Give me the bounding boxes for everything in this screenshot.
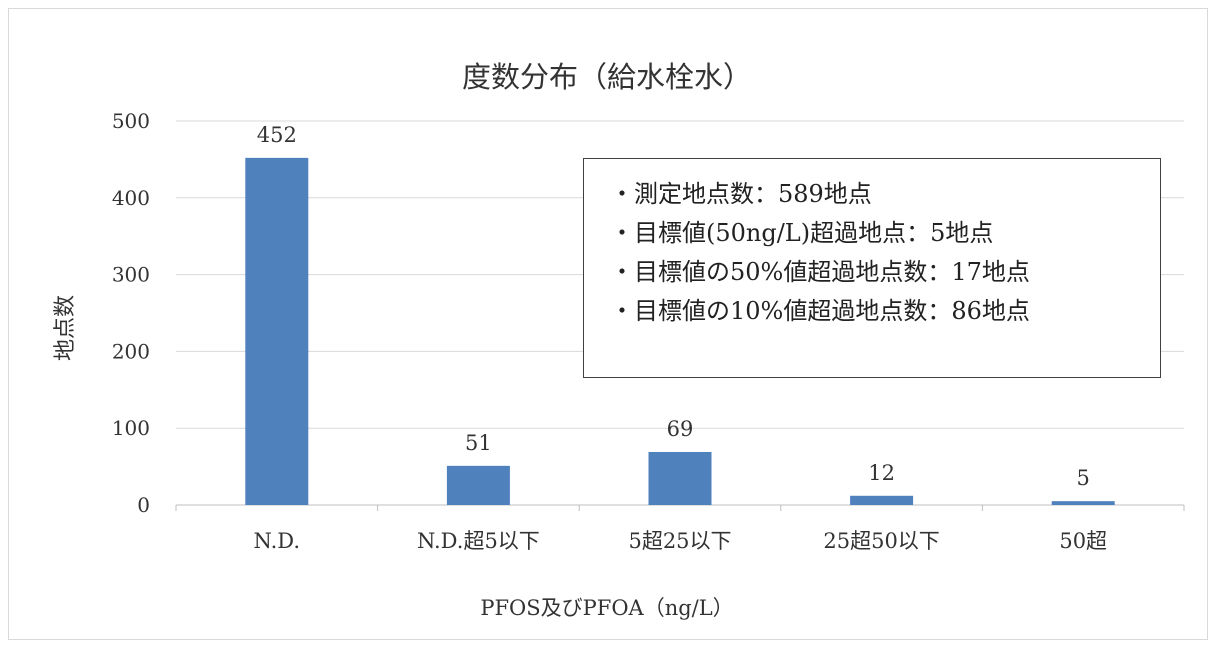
annotation-line: ・目標値の50%値超過地点数：17地点 (610, 258, 1030, 286)
y-tick-label: 500 (112, 109, 150, 133)
data-label: 12 (868, 461, 895, 485)
y-tick-label: 300 (112, 263, 150, 287)
y-axis-title: 地点数 (53, 295, 78, 362)
annotation-line: ・目標値(50ng/L)超過地点：5地点 (610, 219, 994, 247)
bar (648, 452, 712, 505)
annotation-line: ・目標値の10%値超過地点数：86地点 (610, 297, 1030, 325)
data-label: 51 (465, 431, 492, 455)
bar (446, 465, 510, 505)
y-tick-label: 200 (112, 339, 150, 363)
bar (850, 495, 914, 505)
annotation-line: ・測定地点数：589地点 (610, 180, 872, 208)
x-tick-label: N.D. (254, 529, 300, 553)
x-tick-label: 50超 (1059, 529, 1107, 553)
bar (245, 157, 309, 505)
x-tick-label: 5超25以下 (628, 529, 731, 553)
y-tick-label: 100 (112, 416, 150, 440)
x-tick-label: N.D.超5以下 (417, 529, 540, 553)
data-label: 5 (1077, 466, 1090, 490)
x-axis-title: PFOS及びPFOA（ng/L） (480, 596, 734, 620)
y-tick-label: 400 (112, 186, 150, 210)
chart-title: 度数分布（給水栓水） (461, 60, 752, 94)
data-label: 69 (667, 417, 694, 441)
data-label: 452 (257, 123, 297, 147)
x-tick-label: 25超50以下 (823, 529, 939, 553)
y-tick-label: 0 (137, 493, 150, 517)
summary-annotation-box: ・測定地点数：589地点 ・目標値(50ng/L)超過地点：5地点 ・目標値の5… (583, 158, 1161, 378)
bar (1051, 501, 1115, 505)
